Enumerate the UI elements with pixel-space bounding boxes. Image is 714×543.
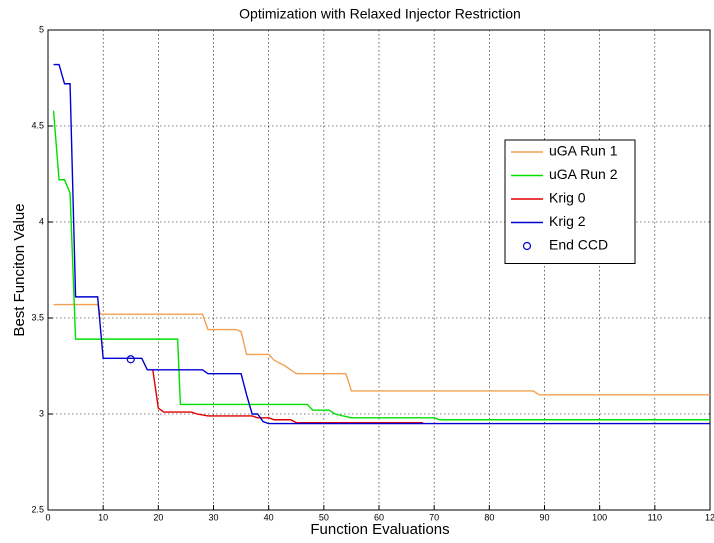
- marker: [126, 355, 135, 364]
- y-axis-label: Best Funciton Value: [11, 203, 28, 336]
- x-tick-label: 40: [264, 512, 274, 522]
- x-tick-label: 80: [484, 512, 494, 522]
- x-tick-label: 50: [319, 512, 329, 522]
- x-tick-label: 90: [539, 512, 549, 522]
- x-tick-label: 60: [374, 512, 384, 522]
- legend-label: uGA Run 2: [549, 166, 618, 182]
- legend-marker: [522, 241, 532, 251]
- x-tick-label: 20: [153, 512, 163, 522]
- chart-title: Optimization with Relaxed Injector Restr…: [239, 6, 521, 22]
- series-line: [152, 369, 424, 424]
- legend-label: End CCD: [549, 237, 608, 253]
- x-tick-label: 12: [705, 512, 714, 522]
- x-tick-label: 100: [592, 512, 607, 522]
- y-tick-label: 2.5: [31, 504, 44, 514]
- x-tick-label: 0: [45, 512, 50, 522]
- x-tick-label: 70: [429, 512, 439, 522]
- y-tick-label: 3: [39, 408, 44, 418]
- plot-frame: [47, 29, 711, 511]
- x-tick-label: 10: [98, 512, 108, 522]
- x-tick-label: 30: [208, 512, 218, 522]
- series-line: [52, 110, 710, 421]
- y-tick-label: 5: [39, 24, 44, 34]
- legend-label: uGA Run 1: [549, 143, 618, 159]
- x-axis-label: Function Evaluations: [310, 521, 449, 538]
- legend-label: Krig 0: [549, 190, 586, 206]
- series-line: [53, 63, 710, 425]
- legend-label: Krig 2: [549, 213, 586, 229]
- y-tick-label: 4: [39, 216, 44, 226]
- series-line: [53, 303, 710, 396]
- y-tick-label: 3.5: [31, 312, 44, 322]
- x-tick-label: 110: [648, 512, 662, 522]
- y-tick-label: 4.5: [31, 120, 44, 130]
